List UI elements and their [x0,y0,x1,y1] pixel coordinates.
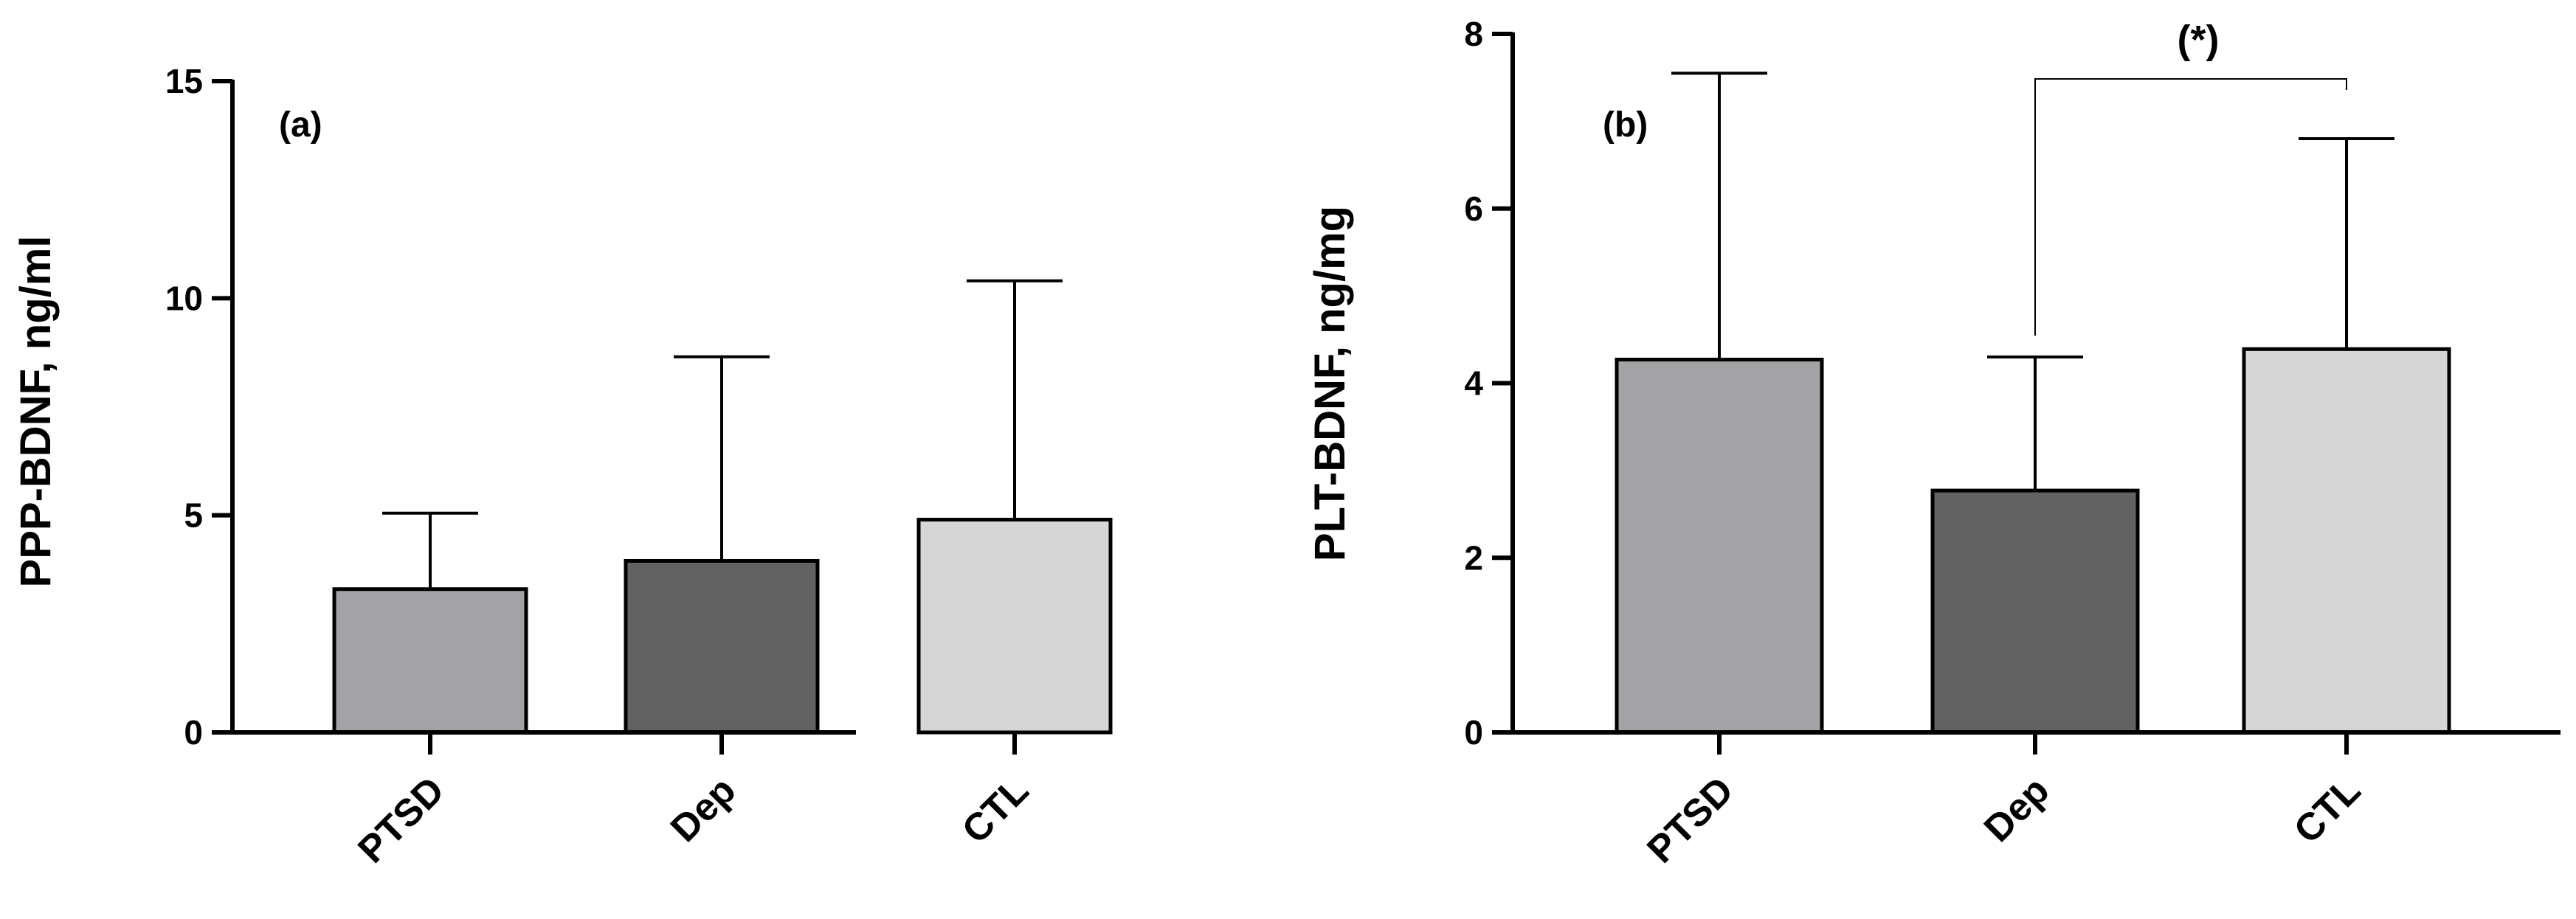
bar-dep [1930,488,2140,735]
y-axis-title: PPP-BDNF, ng/ml [12,236,60,588]
y-tick-label-0: 0 [184,713,203,752]
y-tick-label-6: 6 [1464,190,1483,228]
y-tick-label-4: 4 [1464,364,1483,403]
bar-dep [624,558,820,735]
x-tick-label-ptsd: PTSD [350,769,452,871]
panel-label: (a) [279,105,322,145]
panel-label: (b) [1603,105,1648,145]
chart-panel-b: 0 2 4 6 8 PTSD Dep CTL (b) PLT-BDNF, ng/mg (*) [1306,15,2561,872]
y-tick-label-8: 8 [1464,15,1483,53]
bar-ctl [916,518,1113,735]
y-tick-label-15: 15 [165,62,203,100]
significance-bracket [2034,78,2347,336]
bar-ptsd [1615,358,1824,735]
chart-panel-a: 0 5 10 15 PTSD Dep CTL (a) PPP-BDNF, ng/ml [12,62,1113,872]
y-tick-label-2: 2 [1464,538,1483,577]
y-tick-label-10: 10 [165,279,203,317]
y-tick-label-0: 0 [1464,713,1483,752]
x-tick-label-dep: Dep [1976,769,2057,850]
x-tick-label-ptsd: PTSD [1639,769,1741,871]
y-axis-title: PLT-BDNF, ng/mg [1306,206,1354,561]
y-tick-label-5: 5 [184,496,203,535]
significance-label: (*) [2178,18,2220,62]
x-tick-label-ctl: CTL [954,769,1037,851]
bar-ptsd [332,587,528,735]
bar-ctl [2242,347,2451,735]
x-tick-label-dep: Dep [663,769,744,850]
x-tick-label-ctl: CTL [2286,769,2369,851]
